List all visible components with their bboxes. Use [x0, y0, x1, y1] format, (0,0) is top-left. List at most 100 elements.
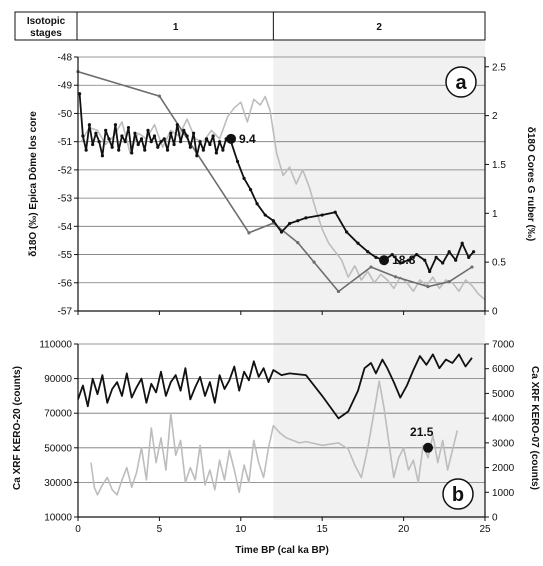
panel-b-y-left-tick-label: 110000	[39, 340, 72, 351]
panel-a-series-black-point	[117, 148, 121, 152]
panel-a-series-black-point	[390, 252, 394, 257]
panel-a-annotation-label: 9.4	[239, 132, 256, 146]
panel-a-series-black-point	[107, 137, 111, 141]
panel-a-y-right-tick-label: 2.5	[492, 62, 506, 73]
panel-b-letter: b	[442, 478, 474, 510]
panel-a-y-left-tick-label: -54	[58, 222, 73, 233]
panel-b-series-black	[77, 353, 473, 420]
panel-b-y-left-tick-label: 10000	[44, 513, 72, 524]
panel-b-y-right-title: Ca XRF KERO-07 (counts)	[529, 366, 540, 490]
panel-a-series-black-point	[434, 255, 438, 259]
panel-a-series-black-point	[296, 219, 300, 223]
panel-a-y-left-tick-label: -50	[58, 109, 73, 120]
panel-b-y-right-tick-label: 5000	[492, 389, 515, 400]
panel-a-series-black-point	[110, 145, 114, 149]
panel-b-y-left-tick-label: 90000	[44, 374, 72, 385]
panel-a-series-black-point	[423, 258, 427, 262]
panel-a-series-black-point	[415, 252, 419, 257]
header-label-line1: Isotopic	[27, 16, 66, 27]
panel-a-series-gray-point	[312, 260, 316, 264]
panel-a-series-black-point	[123, 140, 127, 144]
panel-a-series-black-point	[104, 128, 108, 132]
x-tick-label: 25	[479, 524, 491, 535]
panel-a-series-black-point	[214, 151, 218, 155]
panel-a-series-black-point	[333, 210, 337, 214]
x-tick-label: 15	[317, 524, 329, 535]
panel-b-annotations: 21.5	[410, 425, 434, 453]
panel-a-series-black-point	[133, 131, 137, 135]
panel-a-series-black-point	[398, 261, 402, 265]
panel-a-y-left-tick-label: -55	[58, 250, 73, 261]
panel-a-series-black-point	[454, 258, 458, 262]
panel-a-series-black-point	[156, 145, 160, 149]
panel-a-series-black-point	[91, 142, 95, 147]
panel-a-y-left-tick-label: -57	[58, 307, 73, 318]
panel-a-series-black-point	[87, 123, 91, 127]
panel-a-series-black-point	[182, 128, 186, 132]
panel-a-series-black-point	[288, 221, 292, 226]
panel-a-y-right-tick-label: 2	[492, 111, 498, 122]
panel-a-series-gray	[77, 70, 473, 293]
panel-a-series-black-point	[460, 241, 464, 245]
panel-b-series-light	[90, 380, 459, 496]
panel-a-y-left-tick-label: -49	[58, 81, 73, 92]
panel-a-series-black-point	[81, 134, 85, 138]
panel-a-series-black-point	[242, 176, 246, 180]
panel-a-series-black-point	[221, 148, 225, 152]
panel-b-y-right-tick-label: 2000	[492, 463, 515, 474]
panel-a-series-black-point	[162, 137, 166, 141]
panel-a-series-black-point	[467, 255, 471, 259]
panel-a-series-black-point	[139, 137, 144, 141]
x-axis-title: Time BP (cal ka BP)	[235, 545, 329, 556]
header-frame	[14, 11, 486, 41]
panel-a-series-black-point	[235, 159, 240, 164]
panel-a-y-left-tick-label: -48	[58, 53, 73, 64]
panel-a-series-black-point	[263, 213, 267, 217]
panel-a-series-gray-point	[393, 275, 398, 279]
panel-a-series-black-point	[165, 148, 170, 152]
panel-a-series-light	[80, 95, 486, 301]
panel-a-y-right-title: δ18O Cores G ruber (‰)	[525, 127, 536, 241]
panel-b-y-left-tick-label: 50000	[44, 443, 72, 454]
panel-b-y-right-tick-label: 6000	[492, 364, 515, 375]
panel-a-series-black-point	[185, 134, 189, 138]
x-tick-label: 20	[398, 524, 410, 535]
panel-b-y-left-tick-label: 70000	[44, 409, 72, 420]
panel-a-letter: a	[445, 66, 477, 98]
panel-a-series-black-point	[188, 145, 192, 149]
panel-a-series-black-point	[169, 131, 173, 135]
panel-a-series-black-point	[126, 125, 131, 130]
panel-a-series-black-point	[195, 154, 199, 158]
panel-a-y-right-tick-label: 0.5	[492, 258, 506, 269]
panel-b-y-left-title: Ca XRF KERO-20 (counts)	[12, 366, 23, 490]
panel-a-series-black-point	[205, 137, 209, 141]
panel-a-series-black-point	[279, 230, 284, 234]
panel-a-series-black-point	[320, 213, 324, 217]
panel-a-series-black-point	[172, 142, 176, 147]
panel-a-y-right-tick-label: 1	[492, 209, 498, 220]
panel-a-series-gray-point	[447, 280, 451, 284]
panel-b-y-right-tick-label: 7000	[492, 340, 515, 351]
panel-a-series-black-point	[178, 140, 183, 144]
panel-a-series-black-point	[143, 148, 147, 152]
panel-a-series-black-point	[441, 261, 445, 265]
panel-a-series-black-point	[248, 188, 253, 192]
stage-2-label: 2	[376, 22, 382, 33]
panel-a-series-gray-point	[426, 284, 430, 289]
panel-a-series-black-point	[130, 151, 134, 155]
panel-a-series-black-point	[218, 140, 222, 144]
isotopic-stage-header: Isotopic stages 1 2	[14, 11, 486, 41]
header-label-line2: stages	[30, 28, 62, 39]
panel-a-series-black-point	[201, 148, 205, 152]
panel-b-ticks: 1000030000500007000090000110000010002000…	[39, 340, 514, 536]
panel-a-series-black-point	[113, 123, 118, 127]
panel-a-y-left-tick-label: -56	[58, 278, 73, 289]
panel-a-series-black-point	[94, 131, 98, 135]
x-tick-label: 0	[75, 524, 81, 535]
panel-a-series-black-point	[120, 134, 124, 138]
panel-a-annotation-label: 18.8	[392, 253, 416, 267]
panel-a-series-black-point	[78, 92, 82, 96]
panel-b-letter-text: b	[452, 484, 464, 506]
panel-a-series-black-point	[271, 219, 275, 223]
